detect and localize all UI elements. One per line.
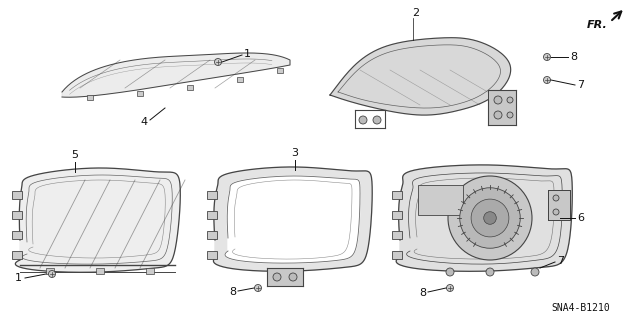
Circle shape xyxy=(373,116,381,124)
Bar xyxy=(207,231,217,239)
Circle shape xyxy=(531,268,539,276)
Bar xyxy=(237,77,243,82)
Bar xyxy=(146,268,154,274)
Text: FR.: FR. xyxy=(588,20,608,30)
Circle shape xyxy=(507,112,513,118)
Text: 4: 4 xyxy=(141,117,148,127)
Circle shape xyxy=(273,273,281,281)
Bar xyxy=(392,211,402,219)
Circle shape xyxy=(446,268,454,276)
Circle shape xyxy=(214,58,221,65)
Text: 8: 8 xyxy=(229,287,236,297)
Text: 6: 6 xyxy=(577,213,584,223)
Bar xyxy=(12,191,22,199)
Bar xyxy=(207,251,217,259)
Circle shape xyxy=(543,77,550,84)
Text: 2: 2 xyxy=(412,8,419,18)
Polygon shape xyxy=(214,167,372,271)
Circle shape xyxy=(49,271,56,278)
Circle shape xyxy=(255,285,262,292)
Polygon shape xyxy=(396,165,572,271)
Circle shape xyxy=(494,96,502,104)
Text: 7: 7 xyxy=(577,80,584,90)
Bar xyxy=(46,268,54,274)
Circle shape xyxy=(553,209,559,215)
Polygon shape xyxy=(330,38,511,115)
Bar xyxy=(392,231,402,239)
Bar xyxy=(12,231,22,239)
Circle shape xyxy=(484,212,496,224)
Text: 1: 1 xyxy=(244,49,251,59)
Text: 8: 8 xyxy=(419,288,426,298)
Bar xyxy=(267,268,303,286)
Bar xyxy=(488,90,516,125)
Bar xyxy=(207,191,217,199)
Text: 5: 5 xyxy=(72,150,79,160)
Polygon shape xyxy=(225,176,360,263)
Circle shape xyxy=(543,54,550,61)
Polygon shape xyxy=(15,168,180,272)
Circle shape xyxy=(447,285,454,292)
Circle shape xyxy=(486,268,494,276)
Bar xyxy=(12,251,22,259)
Circle shape xyxy=(553,195,559,201)
Circle shape xyxy=(471,199,509,237)
Polygon shape xyxy=(62,53,290,97)
Text: SNA4-B1210: SNA4-B1210 xyxy=(551,303,610,313)
Text: 7: 7 xyxy=(557,256,564,266)
Bar xyxy=(392,191,402,199)
Bar xyxy=(207,211,217,219)
Bar xyxy=(96,268,104,274)
Bar xyxy=(392,251,402,259)
Text: 1: 1 xyxy=(15,273,22,283)
Bar xyxy=(187,85,193,90)
Circle shape xyxy=(507,97,513,103)
Circle shape xyxy=(448,176,532,260)
Bar xyxy=(137,91,143,96)
Circle shape xyxy=(359,116,367,124)
Text: 8: 8 xyxy=(570,52,577,62)
Circle shape xyxy=(289,273,297,281)
Bar xyxy=(548,190,570,220)
Bar xyxy=(12,211,22,219)
Bar xyxy=(87,95,93,100)
Bar xyxy=(418,185,463,215)
Circle shape xyxy=(460,188,520,248)
Bar xyxy=(277,68,283,73)
Circle shape xyxy=(494,111,502,119)
Text: 3: 3 xyxy=(291,148,298,158)
